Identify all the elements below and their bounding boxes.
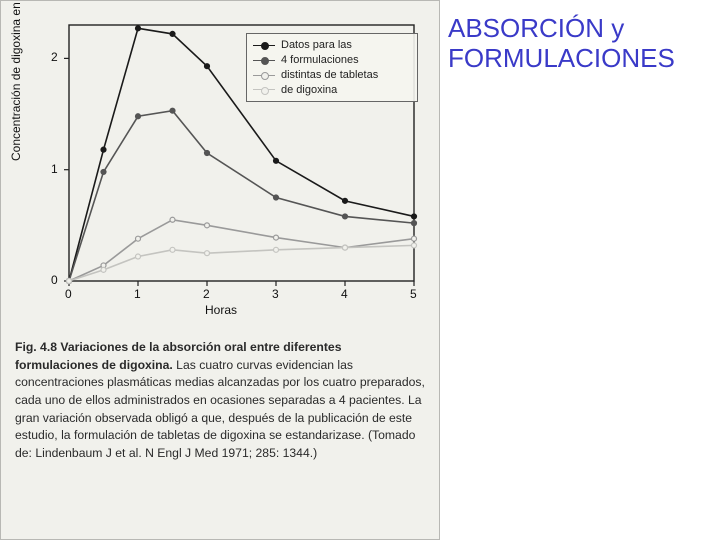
legend-box: Datos para las4 formulacionesdistintas d… [246, 33, 418, 102]
legend-row: Datos para las [253, 38, 411, 53]
figure-caption: Fig. 4.8 Variaciones de la absorción ora… [15, 339, 427, 463]
x-tick-label: 5 [410, 287, 417, 301]
legend-row: 4 formulaciones [253, 53, 411, 68]
legend-label: de digoxina [281, 83, 337, 98]
chart-area: Concentración de digoxina en plasma (nmo… [11, 11, 431, 321]
legend-swatch [253, 89, 275, 90]
y-axis-label: Concentración de digoxina en plasma (nmo… [9, 0, 23, 161]
figure-panel: Concentración de digoxina en plasma (nmo… [0, 0, 440, 540]
x-tick-label: 0 [65, 287, 72, 301]
page-root: Concentración de digoxina en plasma (nmo… [0, 0, 720, 540]
x-tick-label: 2 [203, 287, 210, 301]
y-tick-label: 1 [51, 162, 58, 176]
x-tick-label: 3 [272, 287, 279, 301]
y-tick-label: 2 [51, 50, 58, 64]
x-tick-label: 1 [134, 287, 141, 301]
legend-label: Datos para las [281, 38, 352, 53]
legend-label: 4 formulaciones [281, 53, 359, 68]
slide-title: ABSORCIÓN y FORMULACIONES [448, 14, 708, 74]
legend-swatch [253, 75, 275, 76]
caption-body: Las cuatro curvas evidencian las concent… [15, 358, 425, 460]
legend-swatch [253, 60, 275, 61]
y-tick-label: 0 [51, 273, 58, 287]
legend-row: distintas de tabletas [253, 68, 411, 83]
legend-swatch [253, 45, 275, 46]
legend-label: distintas de tabletas [281, 68, 378, 83]
x-axis-label: Horas [11, 303, 431, 317]
legend-row: de digoxina [253, 83, 411, 98]
x-tick-label: 4 [341, 287, 348, 301]
